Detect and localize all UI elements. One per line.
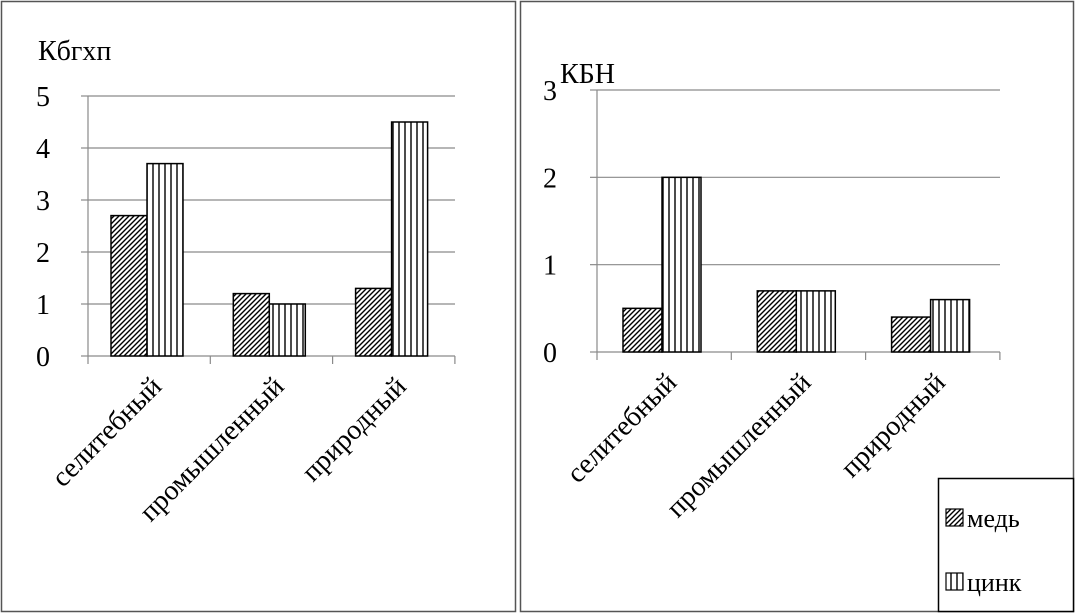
chart-1-ytick-label: 4 <box>36 134 50 165</box>
chart-2-ytick-label: 1 <box>543 251 557 282</box>
legend-swatch-copper <box>945 508 964 527</box>
chart-2-bar-zinc <box>929 298 971 353</box>
chart-2-bar-copper <box>890 316 932 353</box>
chart-2-bar-copper <box>622 307 663 353</box>
legend-swatch-zinc <box>945 572 964 591</box>
legend-label-copper: медь <box>967 504 1020 533</box>
chart-2-ytick-label: 0 <box>543 338 557 369</box>
chart-1-ytick-label: 0 <box>36 342 50 373</box>
chart-2-ylabel: КБН <box>560 59 615 90</box>
chart-1-ytick-label: 2 <box>36 238 50 269</box>
legend-label-zinc: цинк <box>967 568 1022 597</box>
legend: медь цинк <box>937 477 1075 613</box>
chart-1-ylabel: Кбгхп <box>38 36 111 67</box>
chart-1-ytick-label: 5 <box>36 82 50 113</box>
chart-1-bar-copper <box>232 292 271 357</box>
chart-1-bar-zinc <box>390 121 429 357</box>
chart-1-ytick-label: 1 <box>36 290 50 321</box>
chart-2-ytick-label: 2 <box>543 163 557 194</box>
chart-2-ytick-label: 3 <box>543 76 557 107</box>
chart-2-bar-zinc <box>795 290 837 353</box>
chart-1-bar-copper <box>110 214 148 357</box>
chart-1-bar-copper <box>354 287 393 357</box>
chart-2-bar-copper <box>756 290 798 353</box>
chart-1-ytick-label: 3 <box>36 186 50 217</box>
chart-1-bar-zinc <box>268 303 307 357</box>
chart-1-bar-zinc <box>146 162 184 357</box>
chart-2-bar-zinc <box>661 176 702 353</box>
